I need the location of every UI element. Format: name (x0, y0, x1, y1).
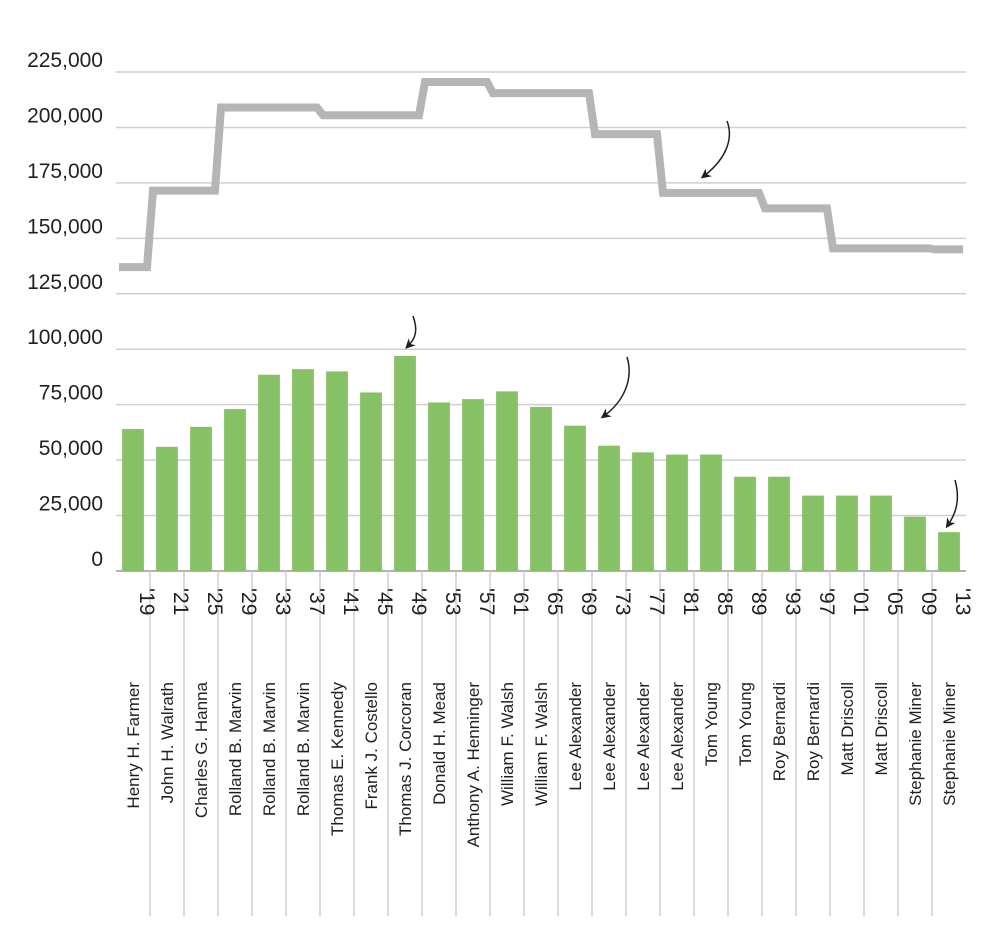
mayor-name-label: Tom Young (702, 682, 721, 766)
x-tick-label: '53 (441, 588, 464, 615)
population-step-line (119, 77, 963, 272)
x-tick-label: '65 (543, 588, 566, 615)
bar (462, 399, 484, 571)
x-tick-label: '01 (849, 588, 872, 615)
y-tick-label: 25,000 (39, 493, 103, 516)
mayor-name-label: Lee Alexander (668, 682, 687, 791)
mayor-name-label: Roy Bernardi (770, 682, 789, 781)
bar (156, 446, 178, 571)
mayor-name-label: Thomas E. Kennedy (328, 682, 347, 837)
x-tick-label: '09 (917, 588, 940, 615)
mayor-name-label: Rolland B. Marvin (226, 682, 245, 816)
x-tick-label: '45 (373, 588, 396, 615)
x-tick-label: '05 (883, 588, 906, 615)
mayor-name-label: William F. Walsh (498, 682, 517, 806)
x-tick-label: '61 (509, 588, 532, 615)
y-tick-label: 50,000 (39, 437, 103, 460)
x-tick-label: '85 (713, 588, 736, 615)
x-tick-label: '81 (679, 588, 702, 615)
bar (122, 429, 144, 571)
mayor-name-label: Stephanie Miner (940, 682, 959, 806)
mayor-name-label: Anthony A. Henninger (464, 682, 483, 848)
y-tick-label: 75,000 (39, 382, 103, 405)
bar (666, 454, 688, 571)
x-tick-label: '73 (611, 588, 634, 615)
mayor-name-label: Henry H. Farmer (124, 682, 143, 809)
mayor-name-label: Stephanie Miner (906, 682, 925, 806)
y-tick-label: 100,000 (27, 326, 103, 349)
mayor-name-label: Donald H. Mead (430, 682, 449, 805)
bar (292, 369, 314, 571)
bar (394, 355, 416, 571)
x-tick-label: '77 (645, 588, 668, 615)
y-tick-label: 200,000 (27, 104, 103, 127)
annotation-arrow-1949-peak (405, 315, 417, 349)
x-tick-label: '19 (135, 588, 158, 615)
bar (836, 495, 858, 571)
bar (768, 476, 790, 571)
mayor-name-label: Rolland B. Marvin (260, 682, 279, 816)
y-tick-label: 125,000 (27, 271, 103, 294)
bar (326, 371, 348, 571)
annotation-arrow-1973-drop (600, 356, 630, 419)
bar (870, 495, 892, 571)
bar (598, 445, 620, 571)
x-tick-label: '25 (203, 588, 226, 615)
mayor-name-label: Lee Alexander (634, 682, 653, 791)
x-tick-label: '37 (305, 588, 328, 615)
bar (190, 426, 212, 571)
bar (734, 476, 756, 571)
x-tick-label: '89 (747, 588, 770, 615)
annotation-arrow-line-drop (700, 120, 731, 179)
x-tick-label: '33 (271, 588, 294, 615)
mayor-name-label: Lee Alexander (600, 682, 619, 791)
mayor-name-label: Charles G. Hanna (192, 681, 211, 818)
x-tick-label: '69 (577, 588, 600, 615)
x-tick-label: '41 (339, 588, 362, 615)
x-tick-label: '29 (237, 588, 260, 615)
bar (802, 495, 824, 571)
mayor-name-label: Roy Bernardi (804, 682, 823, 781)
mayor-name-label: Tom Young (736, 682, 755, 766)
x-tick-label: '57 (475, 588, 498, 615)
mayor-name-labels: Henry H. Farmer John H. Walrath Charles G.… (124, 681, 959, 847)
x-tick-label: '49 (407, 588, 430, 615)
y-tick-label: 150,000 (27, 215, 103, 238)
y-tick-label: 225,000 (27, 49, 103, 72)
bar (224, 409, 246, 571)
population-bars (122, 355, 960, 571)
mayor-name-label: Frank J. Costello (362, 682, 381, 810)
mayor-name-label: William F. Walsh (532, 682, 551, 806)
mayor-name-label: Thomas J. Corcoran (396, 682, 415, 836)
mayor-name-label: John H. Walrath (158, 682, 177, 803)
mayor-name-label: Lee Alexander (566, 682, 585, 791)
x-tick-label: '13 (951, 588, 974, 615)
x-tick-label: '21 (169, 588, 192, 615)
x-axis-year-labels: '19 '21 '25 '29 '33 '37 '41 '45 '49 '53 '57 '61 '65 '… (135, 588, 974, 615)
bar (428, 402, 450, 571)
bar (632, 452, 654, 571)
column-dividers (149, 571, 933, 916)
mayor-name-label: Matt Driscoll (838, 682, 857, 776)
gridlines (116, 71, 966, 572)
mayor-name-label: Matt Driscoll (872, 682, 891, 776)
x-tick-label: '93 (781, 588, 804, 615)
step-line-path (119, 77, 963, 272)
mayor-name-label: Rolland B. Marvin (294, 682, 313, 816)
bar (530, 406, 552, 571)
bar (496, 391, 518, 571)
y-tick-label: 175,000 (27, 160, 103, 183)
y-tick-label: 0 (91, 548, 103, 571)
annotation-arrows (405, 120, 959, 529)
bar (360, 392, 382, 571)
bar (904, 516, 926, 571)
y-axis-tick-labels: 0 25,000 50,000 75,000 100,000 125,000 150,000… (27, 49, 103, 571)
bar (564, 425, 586, 571)
annotation-arrow-2013-low (945, 479, 959, 529)
bar (258, 374, 280, 571)
x-tick-label: '97 (815, 588, 838, 615)
bar (700, 454, 722, 571)
bar (938, 532, 960, 571)
